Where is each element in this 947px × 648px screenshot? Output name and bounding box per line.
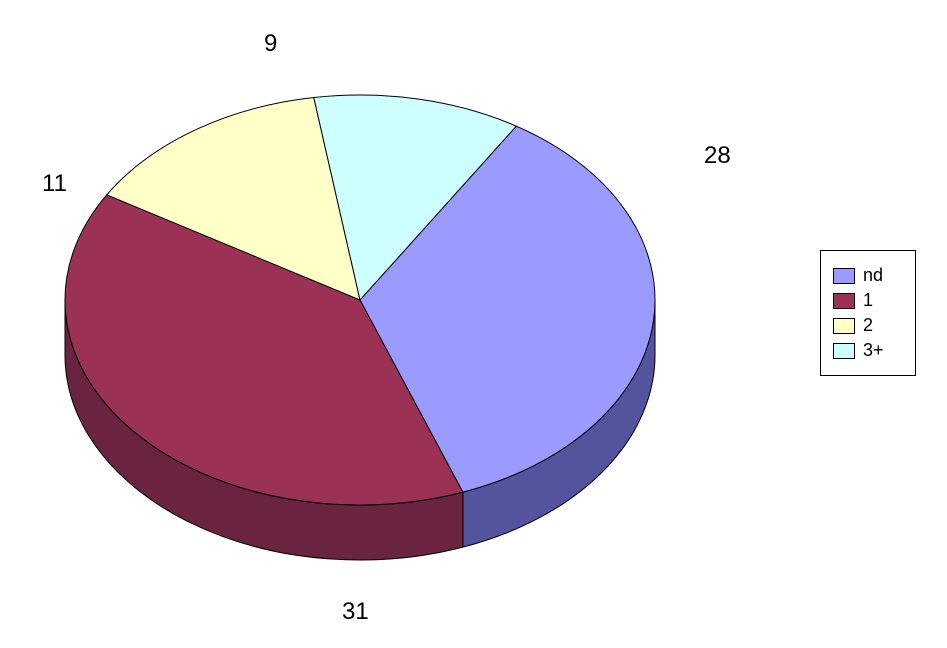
legend-item-2: 2 bbox=[833, 315, 903, 336]
legend-item-3-plus: 3+ bbox=[833, 340, 903, 361]
slice-label-nd: 28 bbox=[704, 142, 731, 170]
legend-swatch-1 bbox=[833, 293, 855, 309]
legend-item-1: 1 bbox=[833, 290, 903, 311]
slice-label-3-plus: 9 bbox=[264, 30, 277, 58]
pie-top-group bbox=[65, 95, 655, 505]
legend-swatch-2 bbox=[833, 318, 855, 334]
slice-label-1: 31 bbox=[342, 598, 369, 626]
legend-item-nd: nd bbox=[833, 265, 903, 286]
chart-stage: 28 31 11 9 nd 1 2 3+ bbox=[0, 0, 947, 648]
legend-swatch-nd bbox=[833, 268, 855, 284]
slice-label-2: 11 bbox=[42, 170, 67, 198]
legend: nd 1 2 3+ bbox=[820, 250, 916, 376]
legend-text-nd: nd bbox=[863, 265, 883, 286]
legend-swatch-3-plus bbox=[833, 343, 855, 359]
legend-text-3-plus: 3+ bbox=[863, 340, 884, 361]
pie-chart bbox=[0, 0, 947, 648]
legend-text-2: 2 bbox=[863, 315, 873, 336]
legend-text-1: 1 bbox=[863, 290, 873, 311]
